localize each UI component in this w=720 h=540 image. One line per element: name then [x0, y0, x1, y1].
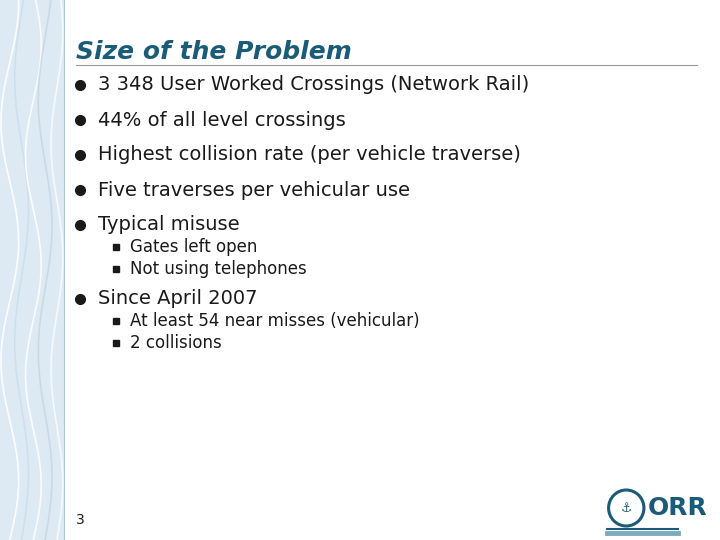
Text: ⚓: ⚓ — [621, 502, 632, 515]
Text: Typical misuse: Typical misuse — [98, 215, 240, 234]
Text: 3: 3 — [76, 513, 84, 527]
Text: 2 collisions: 2 collisions — [130, 334, 221, 352]
Text: Not using telephones: Not using telephones — [130, 260, 306, 278]
Text: Highest collision rate (per vehicle traverse): Highest collision rate (per vehicle trav… — [98, 145, 521, 165]
Text: Gates left open: Gates left open — [130, 238, 257, 256]
Text: 3 348 User Worked Crossings (Network Rail): 3 348 User Worked Crossings (Network Rai… — [98, 76, 529, 94]
Text: Since April 2007: Since April 2007 — [98, 289, 258, 308]
FancyBboxPatch shape — [0, 0, 64, 540]
Text: Size of the Problem: Size of the Problem — [76, 40, 351, 64]
Text: ORR: ORR — [648, 496, 708, 520]
Text: At least 54 near misses (vehicular): At least 54 near misses (vehicular) — [130, 312, 419, 330]
Text: Five traverses per vehicular use: Five traverses per vehicular use — [98, 180, 410, 199]
Text: 44% of all level crossings: 44% of all level crossings — [98, 111, 346, 130]
